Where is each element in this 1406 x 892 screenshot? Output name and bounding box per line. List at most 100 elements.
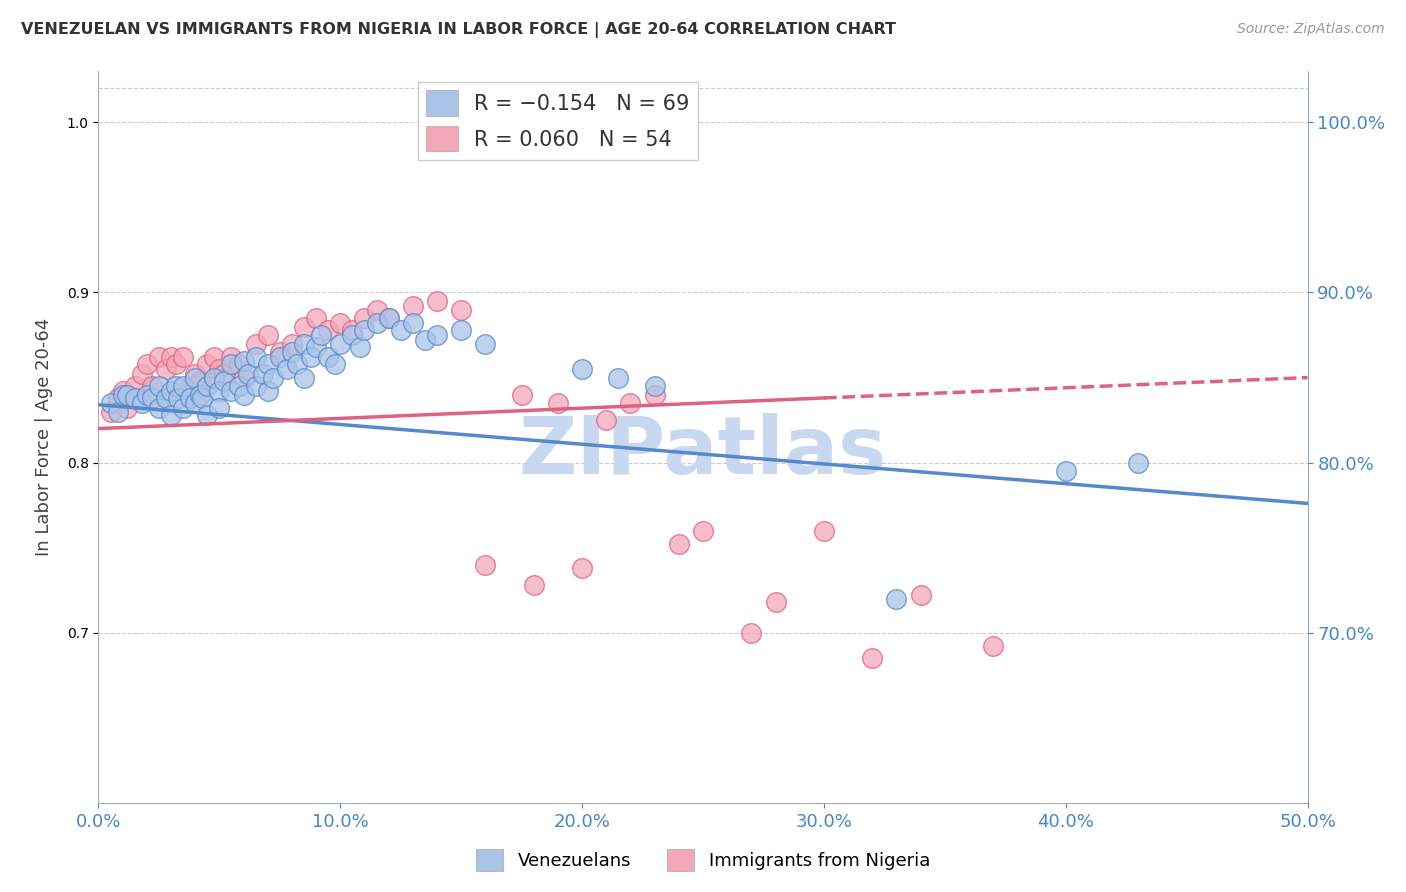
Point [595, 413, 617, 427]
Point [160, 384, 183, 399]
Point [195, 408, 218, 422]
Point [124, 379, 146, 393]
Point [141, 391, 163, 405]
Point [256, 384, 278, 399]
Legend: Venezuelans, Immigrants from Nigeria: Venezuelans, Immigrants from Nigeria [468, 842, 938, 879]
Point [1054, 464, 1077, 478]
Point [148, 401, 170, 416]
Point [221, 350, 243, 364]
Point [377, 311, 399, 326]
Point [228, 379, 250, 393]
Point [450, 302, 472, 317]
Point [281, 345, 304, 359]
Point [160, 350, 183, 364]
Point [329, 316, 352, 330]
Text: VENEZUELAN VS IMMIGRANTS FROM NIGERIA IN LABOR FORCE | AGE 20-64 CORRELATION CHA: VENEZUELAN VS IMMIGRANTS FROM NIGERIA IN… [21, 22, 896, 38]
Point [389, 323, 412, 337]
Point [212, 374, 235, 388]
Point [195, 379, 218, 393]
Point [208, 362, 231, 376]
Point [100, 404, 122, 418]
Point [269, 350, 291, 364]
Point [262, 370, 284, 384]
Point [111, 387, 134, 401]
Point [148, 379, 170, 393]
Point [644, 379, 666, 393]
Point [184, 370, 207, 384]
Point [402, 316, 425, 330]
Point [238, 367, 260, 381]
Point [208, 384, 231, 399]
Point [353, 311, 375, 326]
Point [179, 391, 201, 405]
Point [179, 379, 201, 393]
Point [135, 357, 157, 371]
Point [281, 336, 304, 351]
Point [117, 387, 139, 401]
Point [228, 357, 250, 371]
Point [204, 350, 226, 364]
Point [245, 350, 267, 364]
Point [148, 350, 170, 364]
Point [309, 328, 332, 343]
Y-axis label: In Labor Force | Age 20-64: In Labor Force | Age 20-64 [35, 318, 53, 557]
Point [413, 333, 436, 347]
Point [325, 357, 347, 371]
Point [571, 362, 593, 376]
Point [813, 524, 835, 538]
Point [292, 319, 315, 334]
Point [252, 367, 274, 381]
Point [184, 367, 207, 381]
Point [981, 640, 1004, 654]
Point [607, 370, 630, 384]
Point [426, 293, 449, 308]
Point [1128, 456, 1150, 470]
Point [305, 340, 328, 354]
Point [740, 625, 762, 640]
Point [547, 396, 569, 410]
Point [299, 350, 322, 364]
Point [188, 374, 211, 388]
Point [131, 396, 153, 410]
Point [232, 370, 254, 384]
Point [167, 391, 190, 405]
Point [366, 316, 388, 330]
Point [131, 367, 153, 381]
Point [276, 362, 298, 376]
Point [292, 336, 315, 351]
Point [232, 387, 254, 401]
Point [316, 350, 339, 364]
Point [269, 345, 291, 359]
Point [191, 391, 214, 405]
Point [141, 379, 163, 393]
Point [124, 391, 146, 405]
Point [305, 311, 328, 326]
Point [571, 561, 593, 575]
Point [188, 387, 211, 401]
Point [765, 595, 787, 609]
Point [474, 336, 496, 351]
Point [165, 357, 187, 371]
Point [860, 651, 883, 665]
Point [117, 401, 139, 416]
Text: Source: ZipAtlas.com: Source: ZipAtlas.com [1237, 22, 1385, 37]
Point [172, 401, 194, 416]
Point [195, 357, 218, 371]
Point [644, 387, 666, 401]
Point [692, 524, 714, 538]
Point [329, 336, 352, 351]
Point [155, 362, 177, 376]
Point [285, 357, 308, 371]
Point [353, 323, 375, 337]
Point [910, 588, 932, 602]
Point [165, 379, 187, 393]
Point [160, 408, 183, 422]
Point [366, 302, 388, 317]
Point [349, 340, 371, 354]
Point [172, 350, 194, 364]
Point [221, 384, 243, 399]
Point [107, 391, 129, 405]
Point [245, 379, 267, 393]
Point [316, 323, 339, 337]
Point [212, 367, 235, 381]
